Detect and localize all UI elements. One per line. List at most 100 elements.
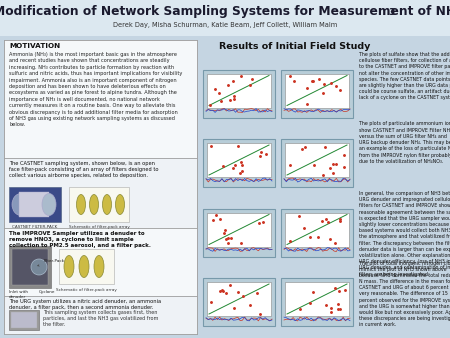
Point [234, 289, 242, 294]
Bar [59, 249, 114, 284]
Point [230, 166, 237, 171]
Point [326, 166, 333, 171]
Point [315, 234, 322, 240]
Point [231, 93, 238, 99]
Bar [4, 296, 197, 334]
Point [237, 240, 244, 246]
Point [222, 227, 229, 233]
Point [210, 218, 217, 223]
Point [306, 235, 314, 240]
Bar [207, 282, 271, 316]
Point [222, 290, 230, 296]
Bar [9, 310, 39, 330]
Point [332, 285, 339, 291]
Bar [4, 228, 197, 296]
Bar [12, 249, 48, 285]
Point [219, 287, 226, 292]
Point [207, 143, 214, 148]
Point [322, 144, 329, 149]
Point [336, 288, 343, 293]
Point [222, 237, 230, 242]
Point [291, 78, 298, 83]
Bar [203, 278, 275, 326]
Bar [4, 40, 197, 334]
Point [309, 289, 316, 294]
Point [226, 283, 233, 288]
Point [263, 151, 270, 156]
Point [336, 307, 343, 312]
Point [238, 168, 246, 174]
Point [304, 86, 311, 91]
Point [253, 291, 261, 296]
Bar [281, 139, 353, 187]
Text: The CASTNET sampling system, shown below, is an open
face filter-pack consisting: The CASTNET sampling system, shown below… [9, 161, 158, 178]
Point [310, 79, 317, 84]
Text: Inlet with
denuder: Inlet with denuder [9, 290, 28, 298]
Point [332, 161, 339, 167]
Point [300, 225, 307, 231]
Point [324, 219, 332, 225]
Point [302, 145, 309, 150]
Text: The IMPROVE Sampler utilizes a denuder to
remove HNO3, a cyclone to limit sample: The IMPROVE Sampler utilizes a denuder t… [9, 231, 151, 248]
Point [230, 97, 238, 102]
Bar [203, 139, 275, 187]
Text: Schematic of filter-pack array: Schematic of filter-pack array [68, 225, 130, 229]
Point [296, 213, 303, 219]
Bar [207, 73, 271, 107]
Point [287, 163, 294, 168]
Bar [4, 158, 197, 228]
Text: Cyclone: Cyclone [39, 290, 55, 294]
Point [256, 311, 263, 316]
Point [224, 83, 231, 88]
Text: The plot of total inorganic nitrogen closely
mimics the plot of NH3 shown above
: The plot of total inorganic nitrogen clo… [359, 261, 450, 328]
Point [234, 143, 241, 148]
Point [230, 79, 237, 84]
Text: 3: 3 [388, 8, 394, 17]
Point [231, 306, 238, 311]
Point [226, 97, 234, 102]
Bar [281, 70, 353, 118]
Point [298, 147, 306, 152]
Text: This sampling system collects gases first, then
particles, and last the NH3 gas : This sampling system collects gases firs… [43, 310, 158, 328]
Point [340, 152, 347, 157]
Ellipse shape [103, 194, 112, 215]
Point [256, 220, 263, 226]
Point [336, 219, 343, 224]
Point [329, 162, 337, 167]
Bar [207, 143, 271, 177]
Text: Ammonia (NH₃) is the most important basic gas in the atmosphere
and recent studi: Ammonia (NH₃) is the most important basi… [9, 52, 182, 127]
Point [332, 241, 339, 246]
Point [239, 293, 246, 298]
Bar [281, 209, 353, 257]
Point [287, 73, 294, 78]
Point [219, 288, 226, 294]
Text: MOTIVATION: MOTIVATION [9, 43, 60, 49]
Bar [285, 143, 349, 177]
Bar [285, 282, 349, 316]
Point [246, 82, 253, 88]
Point [332, 83, 339, 89]
Point [247, 303, 254, 308]
Point [326, 237, 333, 242]
Point [329, 171, 337, 176]
Point [328, 309, 335, 314]
Bar [9, 187, 61, 222]
Point [320, 172, 327, 177]
Point [315, 76, 322, 82]
Point [257, 149, 264, 155]
Bar [4, 40, 197, 158]
Ellipse shape [79, 256, 89, 277]
Ellipse shape [94, 256, 104, 277]
Point [304, 101, 311, 106]
Text: The plots of sulfate show that the addition of
cellulose fiber filters, for coll: The plots of sulfate show that the addit… [359, 52, 450, 100]
Bar [203, 70, 275, 118]
Ellipse shape [90, 194, 99, 215]
Point [224, 241, 231, 246]
Point [216, 288, 224, 293]
Bar [69, 187, 129, 222]
Bar [19, 192, 49, 217]
Text: Schematic of filter-pack array: Schematic of filter-pack array [56, 288, 117, 292]
Text: Filter-Pack: Filter-Pack [38, 259, 65, 266]
Point [212, 86, 219, 92]
Point [287, 238, 294, 244]
